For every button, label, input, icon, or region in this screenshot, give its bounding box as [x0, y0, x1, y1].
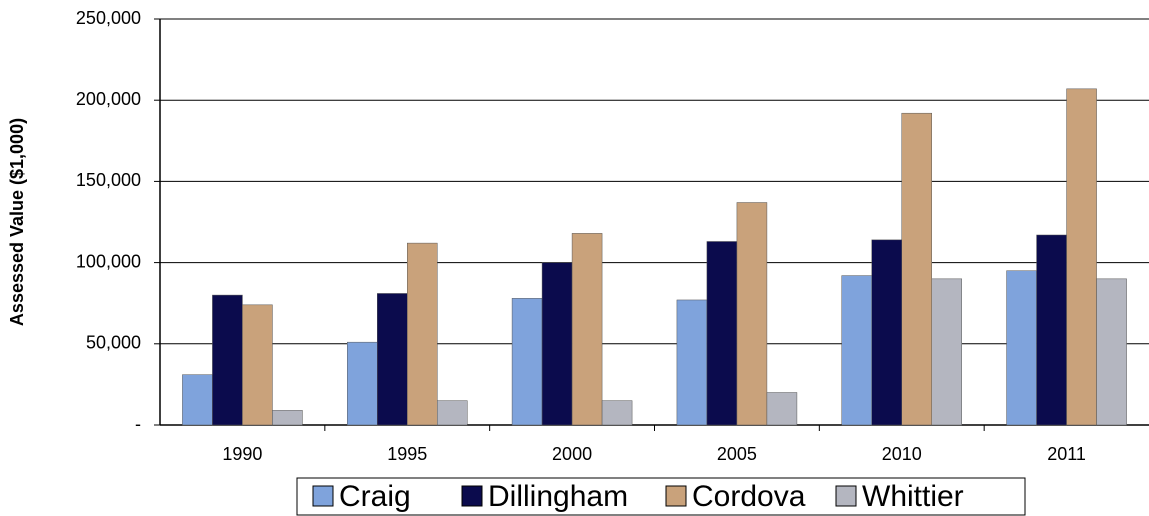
bar — [1036, 234, 1067, 426]
legend-swatch — [665, 485, 687, 507]
bar — [347, 341, 378, 426]
legend-swatch — [835, 485, 857, 507]
bar — [736, 202, 768, 426]
bar — [571, 233, 603, 426]
legend-swatch — [312, 485, 334, 507]
bar — [841, 275, 872, 426]
x-tick-label: 2000 — [552, 444, 592, 464]
bar — [182, 374, 213, 426]
y-tick-label: - — [135, 414, 141, 434]
bar — [242, 304, 273, 426]
bar — [437, 400, 468, 426]
bar — [1096, 278, 1127, 426]
bar — [1006, 270, 1037, 426]
bar — [766, 392, 798, 426]
bar — [676, 299, 708, 426]
bar — [871, 239, 902, 426]
bar — [272, 410, 303, 426]
y-tick-label: 250,000 — [76, 8, 141, 28]
bar — [212, 294, 243, 426]
legend-label: Craig — [339, 480, 411, 513]
x-tick-label: 2010 — [882, 444, 922, 464]
bar — [901, 112, 932, 426]
bar — [601, 400, 633, 426]
bar — [931, 278, 962, 426]
legend-label: Dillingham — [488, 480, 628, 513]
bar — [407, 242, 438, 426]
bar — [511, 298, 543, 426]
y-tick-label: 100,000 — [76, 251, 141, 271]
legend-label: Whittier — [862, 480, 964, 513]
bar — [706, 241, 738, 426]
y-axis-label: Assessed Value ($1,000) — [7, 118, 27, 326]
x-tick-label: 2005 — [717, 444, 757, 464]
bar — [1066, 88, 1097, 426]
y-tick-label: 50,000 — [86, 333, 141, 353]
x-tick-label: 1990 — [222, 444, 262, 464]
x-tick-label: 1995 — [387, 444, 427, 464]
bar — [541, 262, 573, 426]
legend-box — [296, 477, 1026, 516]
y-tick-label: 200,000 — [76, 89, 141, 109]
y-tick-label: 150,000 — [76, 170, 141, 190]
legend-label: Cordova — [692, 480, 806, 513]
legend-swatch — [461, 485, 483, 507]
bar — [377, 293, 408, 426]
x-tick-label: 2011 — [1047, 444, 1086, 464]
